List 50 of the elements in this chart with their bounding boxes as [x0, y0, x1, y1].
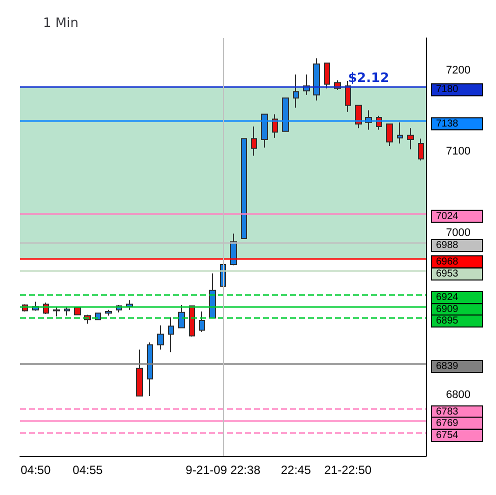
x-tick-label: 04:50: [20, 463, 51, 477]
candlestick: [355, 104, 362, 129]
y-tick-label: 7000: [446, 226, 470, 239]
candlestick: [261, 114, 268, 148]
ref-line-label: 6839: [436, 360, 459, 372]
candlestick: [282, 98, 289, 132]
ref-line-label: 7024: [436, 210, 459, 222]
ref-line-label: 6924: [436, 292, 459, 303]
chart-title: 1 Min: [43, 16, 78, 31]
candlestick: [105, 309, 112, 316]
candlestick: [324, 62, 330, 89]
candlestick: [313, 58, 320, 101]
ref-line-label: 6909: [436, 304, 459, 316]
candlestick: [241, 138, 247, 239]
ref-line-label: 6988: [436, 240, 459, 252]
candlestick: [147, 342, 153, 396]
candlestick: [74, 306, 81, 316]
candlestick: [272, 114, 278, 138]
y-tick-label: 7200: [446, 64, 470, 76]
ref-line-label: 6783: [436, 406, 459, 418]
x-tick-label: 21-22:50: [324, 463, 372, 477]
candlestick: [251, 126, 257, 156]
ref-line-label: 7138: [436, 118, 459, 130]
ref-line-label: 6769: [436, 418, 459, 429]
candlestick: [189, 305, 195, 338]
candlestick: [407, 128, 414, 150]
candlestick: [345, 80, 351, 112]
candlestick: [64, 306, 70, 316]
candlestick: [199, 311, 205, 332]
candlestick: [168, 316, 174, 353]
candlestick: [397, 122, 403, 144]
ref-line-label: 6754: [436, 430, 459, 441]
candlestick: [136, 349, 143, 396]
x-tick-label: 22:45: [280, 463, 312, 477]
candlestick: [418, 138, 424, 162]
y-tick-label: 7100: [446, 146, 470, 158]
candlestick: [386, 124, 393, 146]
ref-line-label: 6895: [436, 316, 459, 327]
ref-line-label: 7180: [436, 84, 459, 96]
candlestick: [126, 300, 133, 310]
candlestick: [293, 74, 299, 108]
candlestick: [53, 306, 60, 317]
ref-line-label: 6968: [436, 256, 459, 268]
candlestick: [178, 304, 185, 328]
x-tick-label: 04:55: [72, 463, 104, 477]
y-tick-label: 6800: [446, 389, 470, 402]
candlestick: [157, 324, 164, 350]
x-tick-label: 9-21-09 22:38: [186, 463, 261, 477]
ref-line-label: 6953: [436, 268, 459, 280]
annotation: $2.12: [348, 71, 390, 86]
